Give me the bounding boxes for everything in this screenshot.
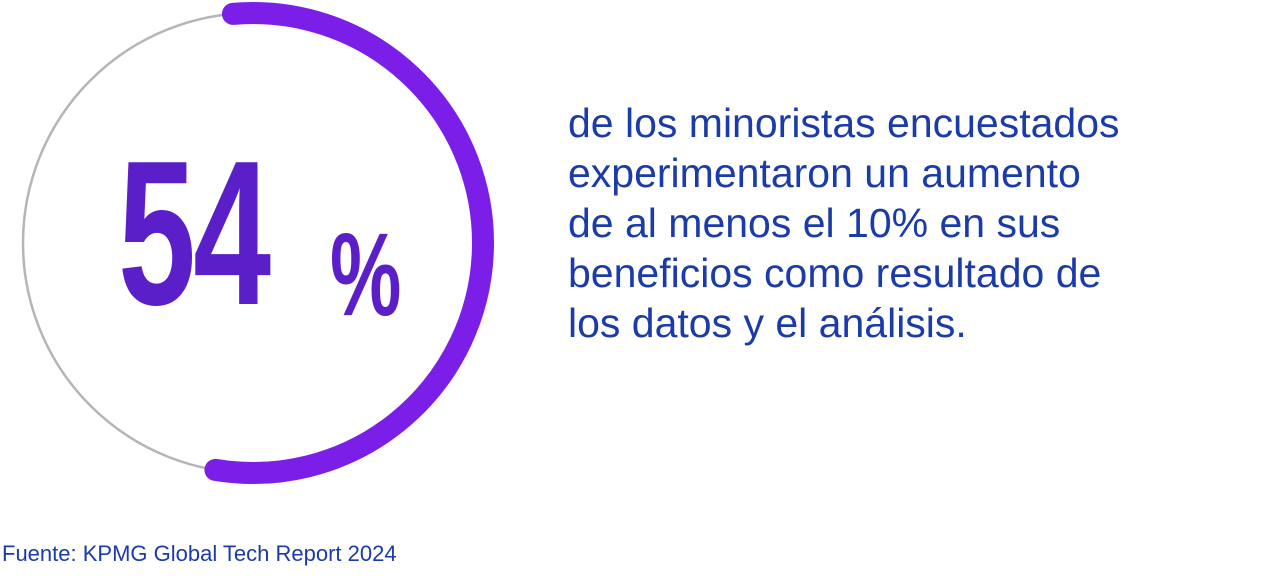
description-line: de al menos el 10% en sus bbox=[568, 200, 1061, 246]
stat-number: 54 bbox=[118, 118, 271, 348]
description-line: los datos y el análisis. bbox=[568, 300, 967, 346]
donut-arc-value bbox=[204, 2, 494, 484]
description-line: experimentaron un aumento bbox=[568, 150, 1081, 196]
stat-percent-sign: % bbox=[330, 209, 402, 341]
source-note: Fuente: KPMG Global Tech Report 2024 bbox=[2, 541, 397, 566]
donut-chart bbox=[21, 2, 494, 484]
stat-value: 54 % bbox=[118, 130, 428, 360]
stat-description: de los minoristas encuestados experiment… bbox=[568, 98, 1268, 348]
description-line: de los minoristas encuestados bbox=[568, 100, 1120, 146]
description-line: beneficios como resultado de bbox=[568, 250, 1102, 296]
